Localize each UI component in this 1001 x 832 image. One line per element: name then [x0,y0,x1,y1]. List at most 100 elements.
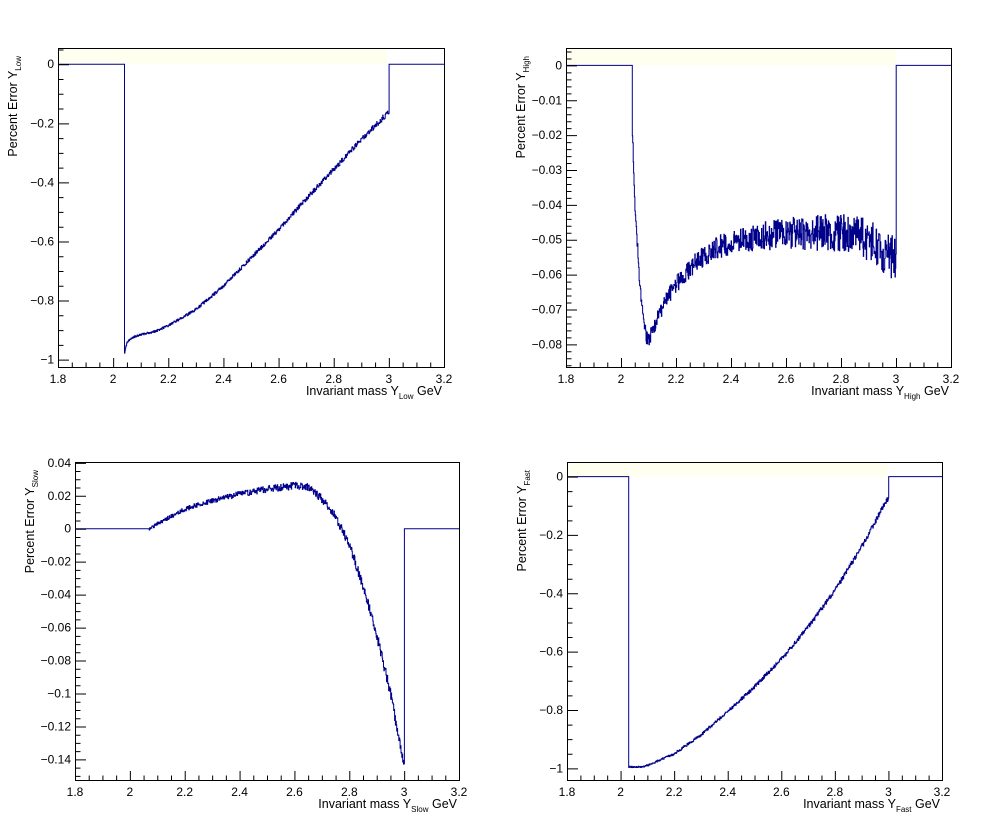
x-tick-label: 3.2 [943,372,960,386]
y-tick-label: −1 [549,761,563,775]
stat-box [58,48,387,65]
tick-marks [567,462,943,780]
axis-ticks [566,51,952,367]
x-tick-label: 2.6 [778,372,795,386]
plot-area [75,481,459,765]
x-tick-label: 2 [618,372,625,386]
y-tick-label: 0 [555,58,562,72]
x-tick-label: 1.8 [558,372,575,386]
y-tick-label: −0.04 [532,198,563,212]
y-tick-label: −0.03 [532,163,563,177]
plot-frame [58,48,445,368]
y-tick-labels: 0.04 0.02 0 −0.02 −0.04 −0.06 −0.08 −0.1 −0.12 −0… [41,456,72,767]
x-tick-labels: 1.8 2 2.2 2.4 2.6 2.8 3 3.2 [558,372,960,386]
tick-marks [58,49,445,367]
chart-panel-y-high: 1.8 2 2.2 2.4 2.6 2.8 3 3.2 0 −0.01 −0.02 −0.03 −0.… [514,48,960,401]
percent-error-trace [58,63,444,354]
y-tick-label: −0.08 [41,654,72,668]
plot-frame [566,48,952,368]
plot-area [58,63,444,354]
x-tick-label: 1.8 [50,372,67,386]
y-tick-label: 0 [556,470,563,484]
y-tick-label: −0.1 [47,686,71,700]
y-tick-label: −0.06 [532,268,563,282]
y-tick-labels: 0 −0.01 −0.02 −0.03 −0.04 −0.05 −0.06 −0.07 −0.0… [532,58,563,351]
y-tick-label: −0.8 [539,703,563,717]
x-tick-label: 2 [110,372,117,386]
plot-area [566,64,951,346]
axis-ticks [58,49,445,367]
x-tick-label: 2.2 [668,372,685,386]
y-tick-label: 0.04 [48,456,72,470]
y-tick-label: −0.01 [532,93,563,107]
y-tick-label: 0 [64,522,71,536]
y-tick-label: −0.05 [532,233,563,247]
x-tick-label: 2.8 [833,372,850,386]
x-tick-label: 2.6 [270,372,287,386]
y-tick-label: −0.02 [41,555,72,569]
chart-panel-y-fast: 1.8 2 2.2 2.4 2.6 2.8 3 3.2 0 −0.2 −0.4 −0.6 −0.8 −1… [515,462,951,814]
chart-panel-y-low: 1.8 2 2.2 2.4 2.6 2.8 3 3.2 0 −0.2 −0.4 −0.6 −0.8 −1… [6,48,453,401]
y-tick-label: 0.02 [48,489,72,503]
y-axis-title: Percent Error YHigh [514,56,531,158]
x-tick-label: 3.2 [436,372,453,386]
plot-frame [567,462,943,781]
percent-error-trace [75,481,459,765]
stat-box [567,462,888,477]
y-tick-label: −0.07 [532,302,563,316]
x-tick-label: 2.2 [666,785,683,799]
y-tick-label: −0.2 [30,116,54,130]
x-tick-label: 2.6 [286,785,303,799]
x-tick-label: 2.4 [719,785,736,799]
y-tick-label: −1 [40,353,54,367]
x-axis-title: Invariant mass YLow GeV [306,384,443,401]
x-tick-label: 2.8 [341,785,358,799]
plot-area [567,476,942,769]
y-tick-label: −0.04 [41,588,72,602]
y-tick-label: −0.2 [539,528,563,542]
tick-marks [75,462,460,780]
x-tick-labels: 1.8 2 2.2 2.4 2.6 2.8 3 3.2 [559,785,951,799]
x-tick-labels: 1.8 2 2.2 2.4 2.6 2.8 3 3.2 [50,372,453,386]
y-tick-label: −0.8 [30,294,54,308]
y-tick-label: 0 [47,57,54,71]
stat-box [566,48,896,66]
y-tick-label: −0.4 [539,586,563,600]
x-tick-label: 2.2 [160,372,177,386]
y-tick-label: −0.6 [30,234,54,248]
axis-ticks [567,462,943,780]
y-tick-label: −0.06 [41,621,72,635]
x-axis-title: Invariant mass YSlow GeV [318,797,457,814]
x-tick-label: 2.4 [723,372,740,386]
x-tick-label: 3.2 [934,785,951,799]
tick-marks [566,51,952,367]
y-tick-labels: 0 −0.2 −0.4 −0.6 −0.8 −1 [30,57,54,366]
x-tick-label: 2 [617,785,624,799]
y-tick-label: −0.02 [532,128,563,142]
x-tick-label: 2.2 [176,785,193,799]
plot-frame [75,462,460,781]
x-tick-label: 3 [893,372,900,386]
y-tick-labels: 0 −0.2 −0.4 −0.6 −0.8 −1 [539,470,563,776]
x-tick-label: 2 [127,785,134,799]
y-axis-title: Percent Error YFast [515,469,532,571]
x-tick-label: 3 [401,785,408,799]
x-tick-label: 2.4 [231,785,248,799]
percent-error-trace [566,64,951,346]
y-tick-label: −0.4 [30,175,54,189]
x-tick-label: 2.6 [773,785,790,799]
x-axis-title: Invariant mass YFast GeV [803,797,941,814]
x-tick-label: 3 [386,372,393,386]
x-axis-title: Invariant mass YHigh GeV [811,384,949,401]
x-tick-label: 3 [885,785,892,799]
x-tick-label: 1.8 [67,785,84,799]
y-tick-label: −0.14 [41,752,72,766]
y-tick-label: −0.6 [539,645,563,659]
x-tick-label: 2.8 [827,785,844,799]
x-tick-labels: 1.8 2 2.2 2.4 2.6 2.8 3 3.2 [67,785,468,799]
x-tick-label: 1.8 [559,785,576,799]
y-axis-title: Percent Error YLow [6,56,23,157]
x-tick-label: 3.2 [451,785,468,799]
y-axis-title: Percent Error YSlow [23,470,40,573]
